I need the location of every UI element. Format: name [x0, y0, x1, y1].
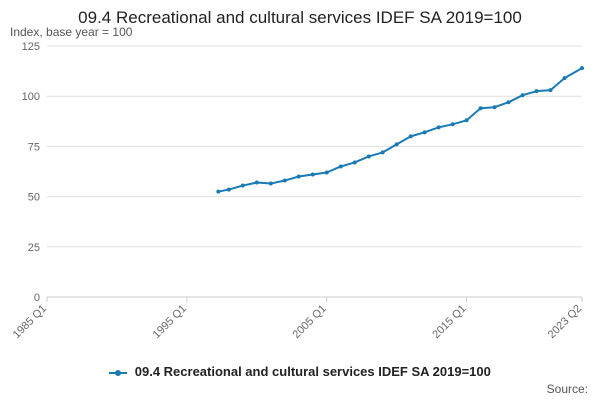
data-point[interactable]: [534, 89, 539, 94]
y-tick-label: 100: [22, 91, 40, 103]
y-tick-label: 75: [28, 141, 40, 153]
y-tick-label: 50: [28, 192, 40, 204]
data-point[interactable]: [422, 130, 427, 135]
x-tick-label: 2005 Q1: [291, 303, 329, 341]
data-point[interactable]: [492, 105, 497, 110]
data-point[interactable]: [338, 164, 343, 169]
x-tick-label: 1985 Q1: [11, 303, 49, 341]
data-point[interactable]: [240, 183, 245, 188]
legend-swatch-icon: [109, 368, 128, 378]
data-point[interactable]: [324, 170, 329, 175]
data-point[interactable]: [548, 88, 553, 93]
legend[interactable]: 09.4 Recreational and cultural services …: [0, 364, 600, 379]
axes: 0 25 50 75 100 125 1985 Q1 1995 Q1 2005 Q1 2015 Q…: [11, 41, 584, 341]
data-point[interactable]: [254, 180, 259, 185]
data-point[interactable]: [380, 150, 385, 155]
data-point[interactable]: [394, 142, 399, 147]
y-tick-label: 25: [28, 242, 40, 254]
y-tick-label: 125: [22, 41, 40, 53]
data-point[interactable]: [464, 118, 469, 123]
data-point[interactable]: [268, 181, 273, 186]
x-tick-label: 1995 Q1: [151, 303, 189, 341]
legend-label: 09.4 Recreational and cultural services …: [134, 364, 491, 379]
grid-lines: [47, 45, 582, 298]
data-point[interactable]: [226, 187, 231, 192]
x-tick-label: 2023 Q2: [546, 303, 584, 341]
source-label: Source:: [546, 382, 588, 396]
data-point[interactable]: [310, 172, 315, 177]
data-point[interactable]: [436, 125, 441, 130]
data-point[interactable]: [352, 160, 357, 165]
y-axis-label: Index, base year = 100: [10, 25, 133, 39]
data-point[interactable]: [506, 100, 511, 105]
x-tick-label: 2015 Q1: [430, 303, 468, 341]
data-point[interactable]: [216, 189, 221, 194]
chart-title: 09.4 Recreational and cultural services …: [78, 8, 522, 27]
data-point[interactable]: [296, 174, 301, 179]
data-point[interactable]: [408, 134, 413, 139]
series-line: [218, 67, 583, 193]
series-layer: [216, 66, 584, 194]
data-point[interactable]: [562, 76, 567, 81]
data-point[interactable]: [366, 154, 371, 159]
data-point[interactable]: [478, 106, 483, 111]
data-point[interactable]: [580, 66, 584, 71]
data-point[interactable]: [450, 122, 455, 127]
data-point[interactable]: [520, 93, 525, 98]
y-tick-label: 0: [34, 292, 40, 304]
data-point[interactable]: [282, 178, 287, 183]
